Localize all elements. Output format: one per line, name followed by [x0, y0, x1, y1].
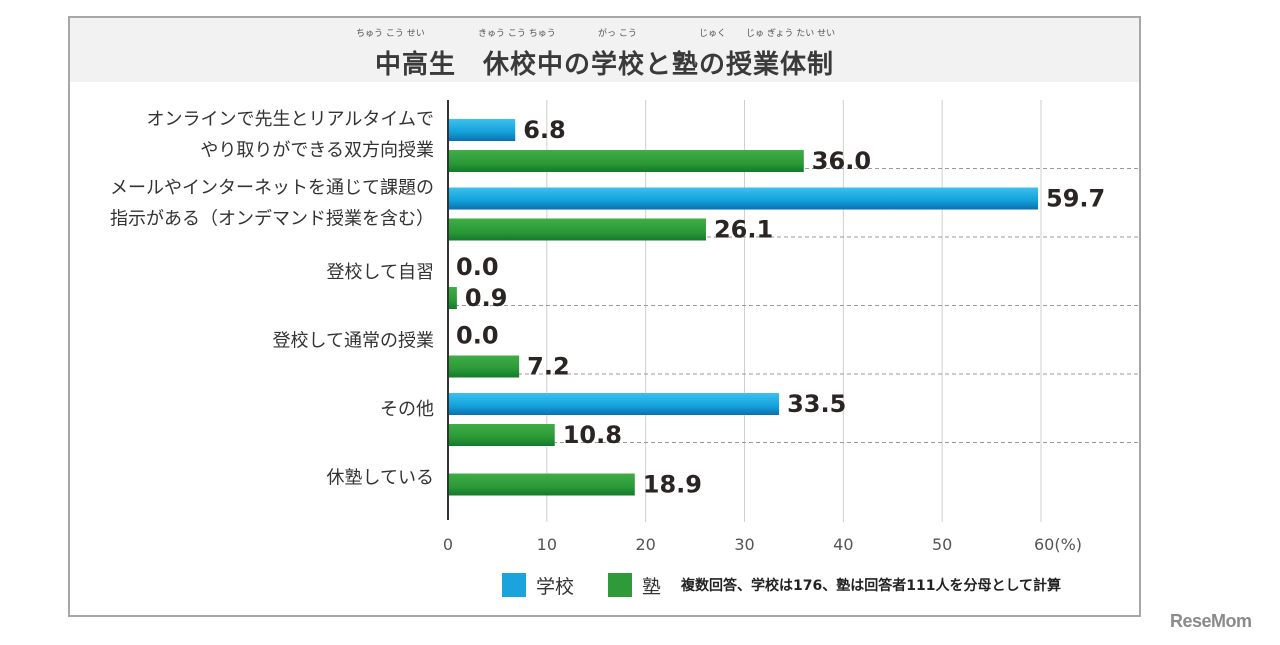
value-label: 18.9: [643, 471, 702, 499]
legend-label-school: 学校: [536, 575, 575, 598]
value-label: 26.1: [714, 216, 773, 244]
legend: 学校 塾 複数回答、学校は176、塾は回答者111人を分母として計算: [502, 572, 1061, 598]
value-label: 0.0: [456, 253, 499, 281]
legend-label-juku: 塾: [642, 575, 662, 598]
category-label: その他: [380, 399, 434, 420]
value-label: 33.5: [787, 390, 846, 418]
bar-juku: [448, 218, 706, 241]
value-label: 59.7: [1046, 185, 1105, 213]
value-label: 0.0: [456, 322, 499, 350]
value-label: 7.2: [527, 353, 570, 381]
ruby-text: きゅう こう ちゅう: [478, 29, 556, 39]
x-tick-label: 10: [537, 535, 557, 554]
category-label: やり取りができる双方向授業: [200, 140, 434, 161]
resemom-logo: ReseMom: [1170, 611, 1252, 631]
bar-school: [448, 393, 780, 415]
category-label: 登校して通常の授業: [273, 331, 434, 352]
bar-school: [448, 187, 1039, 210]
bar-juku: [448, 424, 555, 446]
chart-note: 複数回答、学校は176、塾は回答者111人を分母として計算: [681, 578, 1062, 594]
category-label: 指示がある（オンデマンド授業を含む）: [110, 209, 434, 230]
chart-header: ちゅう こう せい きゅう こう ちゅう がっ こう じゅく じゅ ぎょう たい…: [70, 18, 1139, 82]
ruby-text: じゅく: [699, 29, 727, 39]
bar-school: [448, 119, 516, 141]
legend-swatch-school: [502, 573, 526, 597]
x-tick-label: 50: [932, 535, 952, 554]
x-tick-label: 20: [635, 535, 655, 554]
bar-juku: [448, 150, 804, 172]
bar-juku: [448, 473, 635, 496]
bar-juku: [448, 355, 520, 378]
chart-frame: ちゅう こう せい きゅう こう ちゅう がっ こう じゅく じゅ ぎょう たい…: [68, 16, 1141, 617]
legend-swatch-juku: [608, 573, 633, 597]
value-label: 10.8: [563, 421, 622, 449]
x-tick-label: 40: [833, 535, 853, 554]
bar-juku: [448, 287, 457, 309]
chart-title: 中高生 休校中の学校と塾の授業体制: [374, 50, 834, 80]
category-label: オンラインで先生とリアルタイムで: [147, 109, 434, 130]
category-label: 登校して自習: [327, 262, 434, 283]
ruby-text: がっ こう: [598, 29, 637, 39]
x-tick-label: 0: [443, 535, 453, 554]
category-label: メールやインターネットを通じて課題の: [110, 178, 434, 199]
category-label: 休塾している: [327, 467, 434, 489]
x-tick-label: 30: [734, 535, 754, 554]
ruby-text: ちゅう こう せい: [356, 29, 425, 39]
value-label: 36.0: [812, 147, 871, 175]
ruby-text: じゅ ぎょう たい せい: [746, 29, 836, 39]
value-label: 0.9: [465, 284, 508, 312]
value-label: 6.8: [523, 116, 566, 144]
x-tick-label: 60(%): [1034, 535, 1082, 554]
